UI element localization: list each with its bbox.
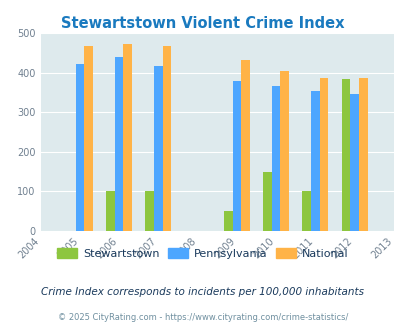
Bar — [106, 191, 115, 231]
Bar — [358, 78, 367, 231]
Bar — [115, 57, 123, 231]
Text: Stewartstown Violent Crime Index: Stewartstown Violent Crime Index — [61, 16, 344, 31]
Bar — [262, 172, 271, 231]
Bar — [153, 66, 162, 231]
Bar — [280, 71, 288, 231]
Bar — [162, 47, 171, 231]
Legend: Stewartstown, Pennsylvania, National: Stewartstown, Pennsylvania, National — [53, 244, 352, 263]
Bar — [341, 79, 350, 231]
Bar — [310, 91, 319, 231]
Bar — [145, 191, 153, 231]
Bar — [232, 81, 241, 231]
Bar — [75, 64, 84, 231]
Bar — [319, 78, 328, 231]
Bar — [123, 44, 132, 231]
Bar — [241, 60, 249, 231]
Bar — [350, 94, 358, 231]
Text: © 2025 CityRating.com - https://www.cityrating.com/crime-statistics/: © 2025 CityRating.com - https://www.city… — [58, 313, 347, 322]
Text: Crime Index corresponds to incidents per 100,000 inhabitants: Crime Index corresponds to incidents per… — [41, 287, 364, 297]
Bar — [84, 46, 93, 231]
Bar — [302, 191, 310, 231]
Bar — [223, 211, 232, 231]
Bar — [271, 86, 280, 231]
